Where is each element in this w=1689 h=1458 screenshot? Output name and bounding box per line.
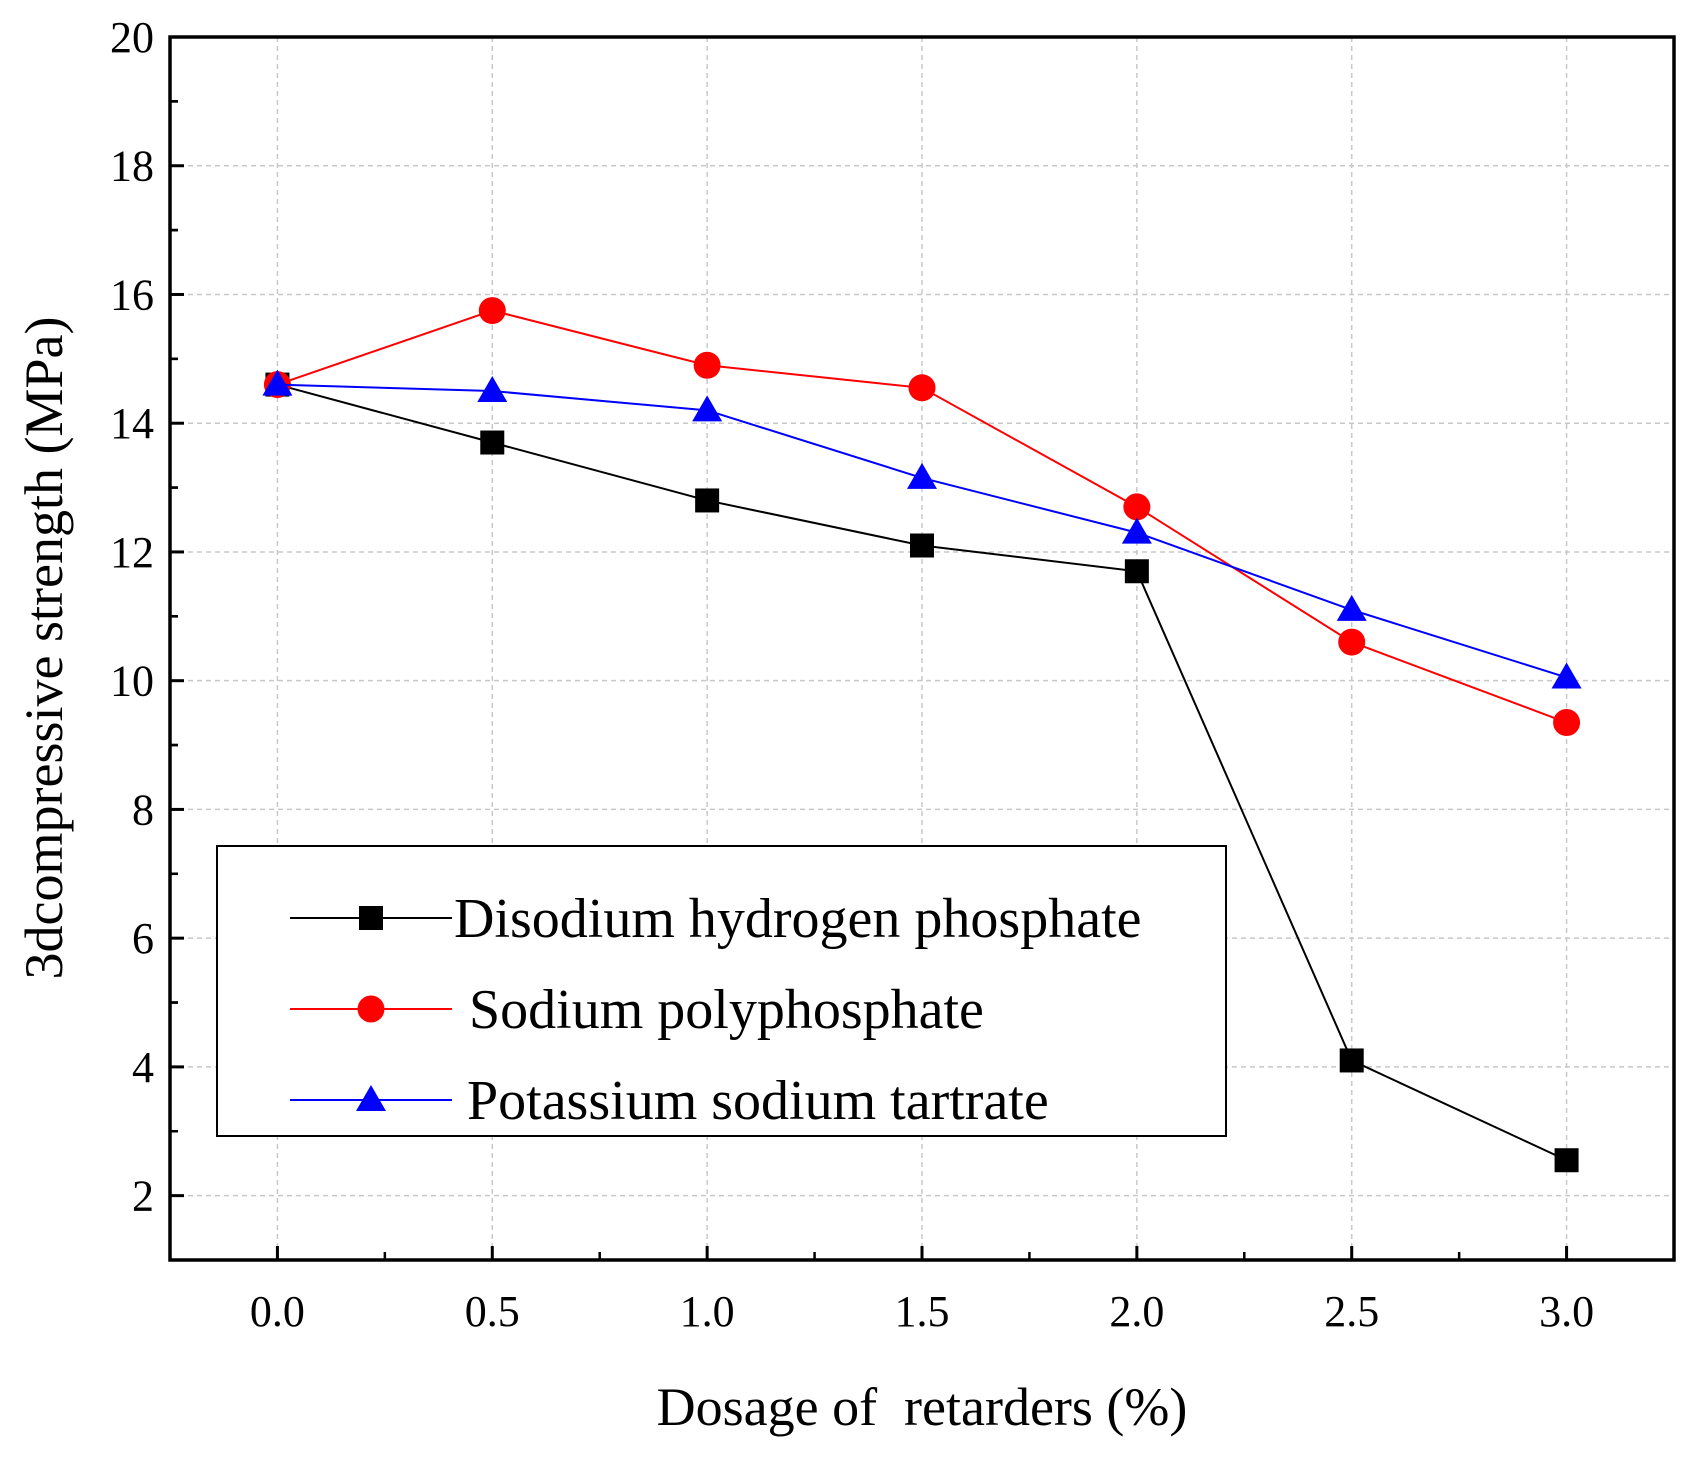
data-point-sodium-polyphosphate-5 [1338,628,1366,656]
x-tick-label-6: 3.0 [1539,1287,1594,1336]
data-point-sodium-polyphosphate-1 [478,297,506,325]
y-tick-label-1: 4 [132,1043,154,1092]
label-layer: 0.0 0.5 1.0 1.5 2.0 2.5 3.0 2 4 6 8 10 12 14 16 18 20 [110,13,1594,1336]
data-point-sodium-polyphosphate-2 [693,351,721,379]
tick-layer [170,35,1569,1260]
data-point-potassium-sodium-tartrate-0 [262,369,293,396]
x-tick-label-4: 2.0 [1109,1287,1164,1336]
data-point-disodium-hydrogen-phosphate-5 [1339,1048,1364,1073]
y-tick-label-7: 16 [110,270,154,319]
legend-label-disodium-hydrogen-phosphate: Disodium hydrogen phosphate [454,888,1141,950]
data-point-disodium-hydrogen-phosphate-3 [910,533,934,558]
y-tick-label-9: 20 [110,13,154,62]
data-point-potassium-sodium-tartrate-2 [692,395,723,422]
data-point-sodium-polyphosphate-3 [908,374,936,402]
x-tick-label-1: 0.5 [465,1287,520,1336]
data-point-potassium-sodium-tartrate-6 [1551,662,1582,689]
legend-items: Disodium hydrogen phosphate Sodium polyph… [290,888,1141,1132]
y-tick-label-0: 2 [132,1172,154,1221]
legend-marker-disodium-hydrogen-phosphate [359,906,383,930]
y-tick-label-5: 12 [110,528,154,577]
legend-label-sodium-polyphosphate: Sodium polyphosphate [469,979,984,1041]
data-point-disodium-hydrogen-phosphate-4 [1124,559,1149,584]
y-tick-label-6: 14 [110,399,154,448]
series-layer [262,297,1582,1173]
series-potassium-sodium-tartrate [262,369,1582,689]
y-tick-label-8: 18 [110,142,154,191]
series-disodium-hydrogen-phosphate [265,372,1579,1173]
x-tick-label-2: 1.0 [680,1287,735,1336]
data-point-potassium-sodium-tartrate-1 [477,376,508,403]
y-tick-label-2: 6 [132,914,154,963]
legend-marker-potassium-sodium-tartrate [356,1085,386,1111]
x-axis-title: Dosage of retarders (%) [657,1377,1188,1437]
x-tick-label-3: 1.5 [895,1287,950,1336]
legend-box [216,845,1227,1137]
legend: Disodium hydrogen phosphate Sodium polyph… [216,845,1227,1137]
legend-label-potassium-sodium-tartrate: Potassium sodium tartrate [467,1070,1049,1132]
y-axis-title: 3dcompressive strength (MPa) [14,317,74,980]
data-point-sodium-polyphosphate-6 [1553,709,1581,737]
data-point-disodium-hydrogen-phosphate-6 [1554,1148,1579,1173]
data-point-disodium-hydrogen-phosphate-1 [480,430,505,455]
legend-marker-sodium-polyphosphate [357,995,385,1023]
x-tick-label-0: 0.0 [250,1287,305,1336]
data-point-sodium-polyphosphate-4 [1123,493,1151,521]
data-point-potassium-sodium-tartrate-4 [1121,517,1152,544]
data-point-potassium-sodium-tartrate-3 [907,462,937,489]
y-tick-label-3: 8 [132,785,154,834]
y-tick-label-4: 10 [110,657,154,706]
x-tick-label-5: 2.5 [1324,1287,1379,1336]
data-point-potassium-sodium-tartrate-5 [1336,594,1367,621]
data-point-disodium-hydrogen-phosphate-2 [695,488,720,513]
